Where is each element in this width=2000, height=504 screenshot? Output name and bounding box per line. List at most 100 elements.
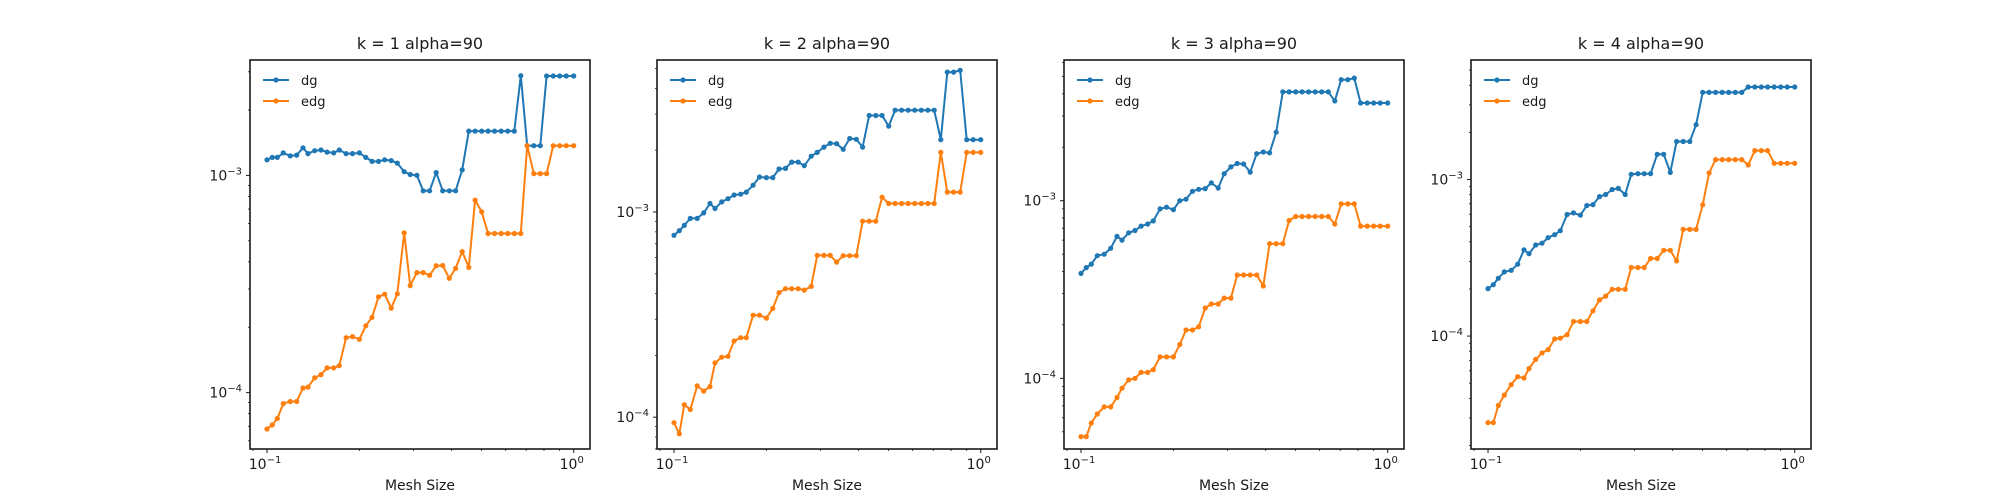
- data-point-edg: [1332, 221, 1338, 227]
- series-edg: [264, 143, 577, 432]
- data-point-dg: [1603, 191, 1609, 198]
- data-point-dg: [1726, 89, 1732, 95]
- data-point-edg: [1661, 247, 1667, 253]
- data-point-edg: [681, 402, 687, 408]
- data-point-edg: [1713, 157, 1719, 163]
- data-point-dg: [472, 128, 478, 134]
- data-point-edg: [1758, 148, 1764, 154]
- data-point-dg: [518, 73, 524, 79]
- data-point-edg: [343, 335, 349, 341]
- data-point-edg: [912, 200, 918, 207]
- legend-marker-dg: [1087, 77, 1093, 83]
- data-point-dg: [1247, 169, 1253, 175]
- data-point-edg: [269, 422, 275, 428]
- data-point-edg: [694, 383, 700, 389]
- data-point-dg: [453, 188, 459, 194]
- data-point-edg: [1119, 385, 1125, 391]
- legend-marker-dg: [1494, 77, 1500, 83]
- data-point-dg: [1533, 242, 1539, 248]
- data-point-edg: [363, 323, 369, 329]
- data-point-edg: [453, 265, 459, 271]
- data-point-dg: [725, 196, 731, 202]
- data-point-dg: [1196, 186, 1202, 192]
- data-point-dg: [1596, 194, 1603, 200]
- data-point-dg: [1234, 160, 1240, 167]
- data-point-dg: [879, 112, 885, 119]
- data-point-dg: [300, 145, 306, 151]
- data-point-dg: [1693, 122, 1699, 128]
- data-point-dg: [1138, 223, 1144, 229]
- y-tick-label: 10−4: [1430, 327, 1463, 345]
- data-point-edg: [1590, 308, 1596, 314]
- data-point-edg: [571, 143, 577, 149]
- data-point-dg: [1713, 89, 1719, 95]
- legend-label-dg: dg: [1522, 74, 1539, 89]
- data-point-edg: [1183, 327, 1189, 333]
- data-point-dg: [743, 189, 749, 195]
- data-point-edg: [294, 398, 300, 405]
- data-point-edg: [1157, 354, 1163, 360]
- series-edg: [1485, 148, 1798, 426]
- data-point-edg: [1533, 356, 1539, 362]
- data-point-edg: [1267, 241, 1273, 247]
- data-point-edg: [1501, 392, 1507, 398]
- data-point-dg: [1267, 150, 1273, 156]
- data-point-edg: [1622, 286, 1628, 292]
- data-point-dg: [1228, 164, 1234, 170]
- data-point-dg: [808, 153, 814, 159]
- legend: dg edg: [1484, 74, 1547, 110]
- data-point-edg: [1771, 160, 1777, 166]
- data-point-edg: [782, 286, 789, 292]
- data-point-dg: [1765, 84, 1771, 90]
- data-point-dg: [1345, 77, 1351, 83]
- data-point-edg: [1170, 354, 1176, 360]
- data-point-dg: [427, 188, 433, 194]
- data-point-dg: [1132, 227, 1138, 234]
- data-point-dg: [671, 232, 677, 238]
- data-point-dg: [531, 143, 537, 149]
- series-edg: [671, 149, 984, 437]
- data-point-dg: [918, 107, 924, 113]
- data-point-dg: [1552, 232, 1558, 238]
- data-point-edg: [886, 200, 892, 207]
- data-point-dg: [763, 175, 770, 181]
- data-point-edg: [725, 353, 731, 359]
- data-point-dg: [1312, 89, 1318, 95]
- data-point-edg: [1557, 335, 1563, 341]
- data-point-edg: [274, 415, 280, 422]
- data-point-edg: [1108, 404, 1114, 410]
- data-point-dg: [1784, 84, 1790, 90]
- data-point-edg: [1570, 318, 1577, 325]
- data-point-edg: [312, 375, 318, 381]
- data-point-dg: [1221, 171, 1227, 177]
- data-point-dg: [1490, 282, 1496, 288]
- data-point-edg: [814, 252, 820, 258]
- plot-area-frame: [249, 59, 591, 450]
- data-point-edg: [331, 365, 337, 371]
- data-point-edg: [324, 365, 330, 371]
- series-dg: [1078, 75, 1391, 276]
- data-point-edg: [557, 143, 563, 149]
- data-point-dg: [776, 166, 782, 172]
- legend: dg edg: [263, 74, 326, 110]
- data-point-dg: [1325, 89, 1331, 95]
- data-point-edg: [905, 200, 911, 207]
- data-point-dg: [414, 172, 420, 178]
- data-point-edg: [305, 384, 311, 390]
- data-point-dg: [770, 175, 776, 181]
- data-point-edg: [731, 338, 737, 344]
- legend-marker-edg: [1494, 98, 1500, 104]
- data-point-edg: [1293, 213, 1299, 220]
- data-point-dg: [440, 188, 446, 194]
- data-point-dg: [1771, 84, 1777, 90]
- data-point-dg: [866, 112, 872, 119]
- data-point-dg: [1521, 247, 1527, 253]
- data-point-dg: [1351, 75, 1357, 81]
- data-point-dg: [782, 165, 789, 171]
- data-point-dg: [681, 222, 687, 228]
- data-point-dg: [324, 149, 330, 155]
- series-dg: [671, 67, 984, 238]
- data-point-dg: [789, 159, 795, 165]
- chart-panel-4: k = 4 alpha=90 Mesh Size 10−1 100 10−4 10−3 dg…: [1430, 34, 1812, 494]
